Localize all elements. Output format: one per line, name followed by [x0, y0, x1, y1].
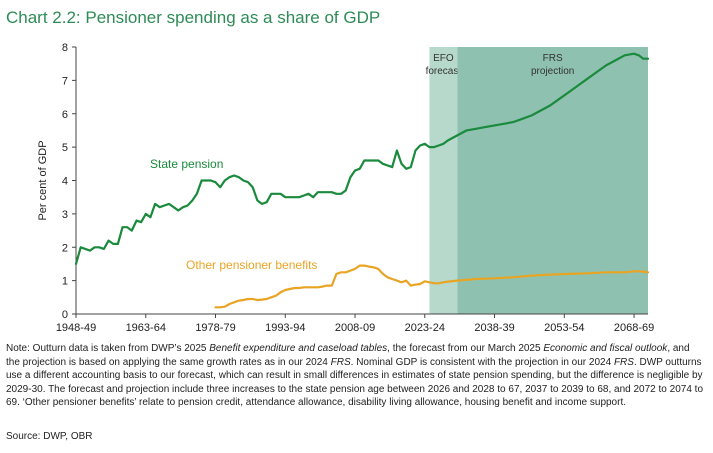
y-tick-label-2: 2: [62, 242, 68, 254]
series-line-other-pensioner-benefits: [214, 264, 650, 309]
chart-title: Chart 2.2: Pensioner spending as a share…: [6, 8, 381, 27]
y-tick-label-0: 0: [62, 309, 68, 321]
note-italic-3: FRS: [330, 356, 351, 368]
x-tick-label-1: 1963-64: [126, 322, 166, 334]
chart-source: Source: DWP, OBR: [6, 431, 93, 442]
x-tick-label-6: 2038-39: [474, 322, 514, 334]
note-italic-2: Economic and fiscal outlook: [543, 343, 668, 354]
y-tick-label-4: 4: [62, 176, 68, 188]
band-label-0-line2: forecast: [426, 66, 462, 77]
annotation-0: State pension: [150, 157, 223, 171]
chart-note: Note: Outturn data is taken from DWP’s 2…: [6, 342, 706, 410]
band-label-0-line1: EFO: [433, 53, 454, 64]
y-tick-label-5: 5: [62, 142, 68, 154]
band-label-1-line1: FRS: [543, 53, 563, 64]
band-1: [457, 47, 648, 314]
y-tick-label-3: 3: [62, 209, 68, 221]
note-text-4: . Nominal GDP is consistent with the pro…: [350, 356, 614, 368]
x-tick-label-7: 2053-54: [544, 322, 584, 334]
note-text-2: , the forecast from our March 2025: [387, 343, 544, 354]
y-tick-label-7: 7: [62, 75, 68, 87]
band-0: [429, 47, 458, 314]
note-text-5: . DWP outturns use a different accountin…: [6, 356, 704, 409]
note-italic-1: Benefit expenditure and caseload tables: [209, 343, 388, 354]
x-tick-label-8: 2068-69: [614, 322, 654, 334]
x-tick-label-3: 1993-94: [265, 322, 305, 334]
y-tick-label-1: 1: [62, 276, 68, 288]
y-axis-label: Per cent of GDP: [37, 140, 49, 220]
y-tick-label-8: 8: [62, 42, 68, 54]
note-italic-4: FRS: [613, 356, 634, 368]
series-line-state-pension: [74, 52, 650, 265]
x-tick-label-4: 2008-09: [335, 322, 375, 334]
annotation-1: Other pensioner benefits: [186, 258, 317, 272]
x-tick-label-0: 1948-49: [56, 322, 96, 334]
note-text-1: Note: Outturn data is taken from DWP’s 2…: [6, 343, 210, 354]
x-tick-label-5: 2023-24: [405, 322, 445, 334]
chart-canvas: EFO forecast FRS projection 0 1 2 3 4 5 6 7 8 1948-49…: [37, 42, 654, 334]
x-tick-label-2: 1978-79: [195, 322, 235, 334]
y-tick-label-6: 6: [62, 109, 68, 121]
note-text-3: , and the projection is based on applyin…: [6, 343, 690, 368]
band-label-1-line2: projection: [531, 66, 574, 77]
